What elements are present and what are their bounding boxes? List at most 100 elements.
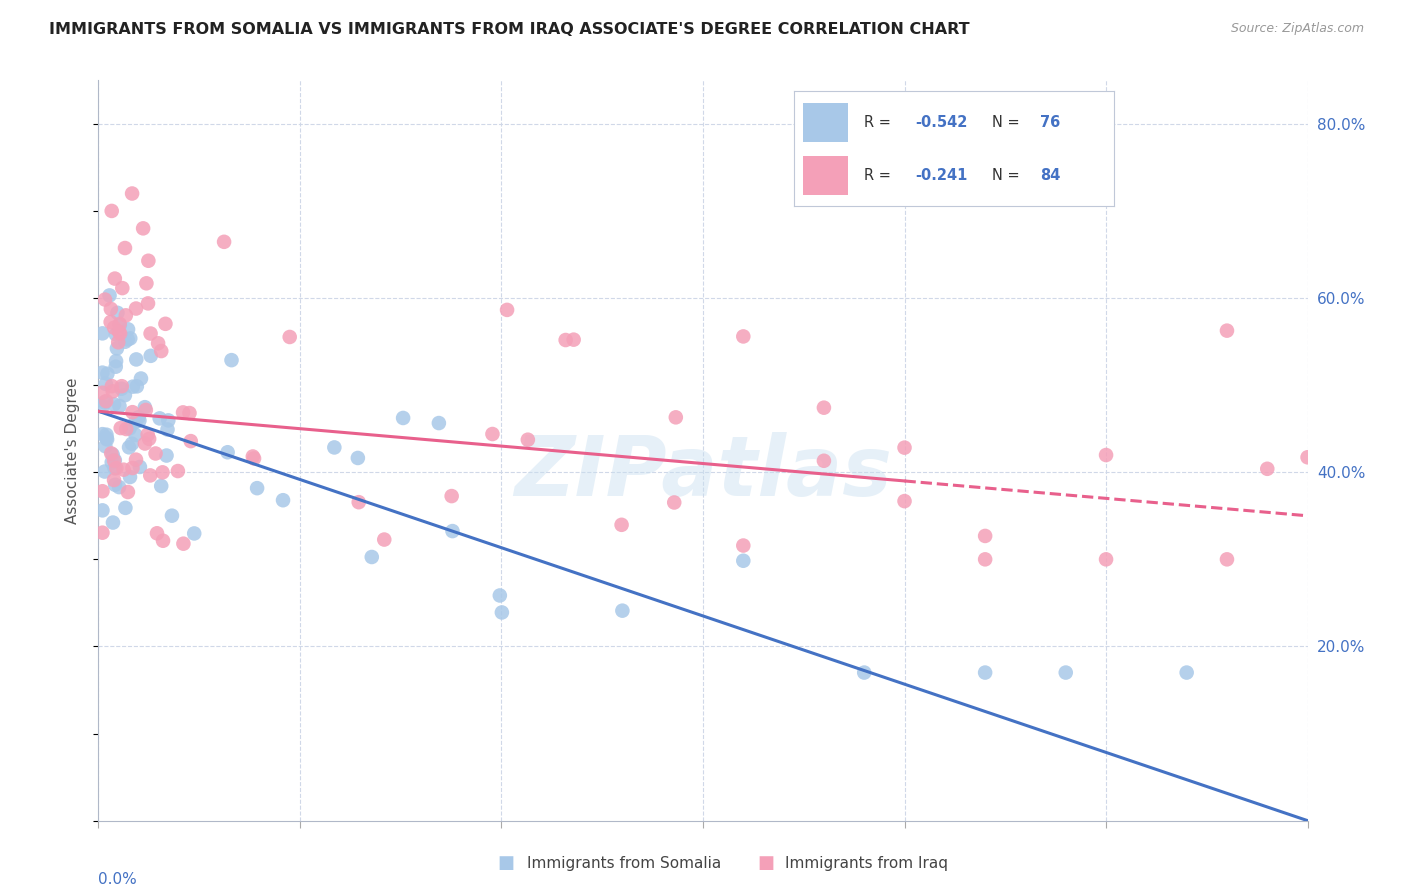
Point: [139, 326, 162, 341]
Point: [271, 493, 294, 508]
Point: [96, 427, 118, 442]
Point: [108, 399, 131, 413]
Point: [105, 461, 128, 475]
Point: [152, 533, 174, 548]
Point: [149, 411, 172, 425]
Point: [360, 549, 382, 564]
Point: [93, 465, 115, 479]
Point: [98, 288, 121, 302]
Point: [108, 325, 131, 339]
Text: 0.0%: 0.0%: [98, 872, 138, 888]
Point: [488, 589, 510, 603]
Point: [91, 525, 114, 540]
Point: [108, 318, 131, 333]
Point: [1095, 552, 1118, 566]
Point: [155, 317, 177, 331]
Point: [180, 434, 202, 449]
Point: [104, 327, 127, 342]
Point: [104, 477, 127, 491]
Point: [665, 410, 688, 425]
Point: [120, 331, 142, 345]
Point: [115, 309, 138, 323]
Point: [103, 397, 125, 411]
Point: [100, 301, 122, 316]
Point: [150, 344, 173, 359]
Point: [242, 450, 264, 464]
Point: [1175, 665, 1198, 680]
Point: [138, 432, 160, 446]
Point: [212, 235, 235, 249]
Point: [101, 379, 124, 393]
Point: [853, 665, 876, 680]
Point: [91, 427, 114, 442]
Point: [114, 388, 136, 402]
Point: [125, 301, 148, 316]
Point: [152, 466, 174, 480]
Point: [111, 379, 134, 393]
Point: [128, 410, 150, 425]
Point: [145, 446, 167, 460]
Y-axis label: Associate's Degree: Associate's Degree: [65, 377, 80, 524]
Point: [441, 524, 464, 538]
Point: [733, 329, 755, 343]
Point: [136, 427, 159, 442]
Point: [91, 366, 114, 380]
Point: [96, 431, 118, 445]
Point: [491, 606, 513, 620]
Point: [146, 336, 169, 351]
Point: [664, 495, 686, 509]
Point: [100, 315, 122, 329]
Point: [612, 604, 634, 618]
Point: [373, 533, 395, 547]
Point: [104, 359, 127, 374]
Point: [156, 422, 179, 436]
Point: [138, 253, 160, 268]
Text: ZIPatlas: ZIPatlas: [515, 432, 891, 513]
Text: ■: ■: [498, 855, 515, 872]
Point: [217, 445, 239, 459]
Point: [221, 353, 243, 368]
Point: [104, 453, 127, 467]
Point: [121, 436, 143, 450]
Point: [1216, 324, 1239, 338]
Point: [100, 446, 122, 460]
Point: [160, 508, 183, 523]
Point: [139, 468, 162, 483]
Point: [91, 484, 114, 499]
Point: [110, 382, 132, 396]
Point: [103, 320, 125, 334]
Point: [114, 241, 136, 255]
Point: [610, 517, 633, 532]
Point: [125, 352, 148, 367]
Point: [157, 413, 180, 427]
Point: [114, 334, 136, 349]
Point: [121, 405, 143, 419]
Point: [105, 342, 128, 356]
Point: [121, 186, 143, 201]
Point: [323, 441, 346, 455]
Point: [93, 395, 115, 409]
Point: [135, 277, 157, 291]
Point: [733, 539, 755, 553]
Point: [347, 450, 370, 465]
Point: [114, 500, 136, 515]
Point: [974, 552, 997, 566]
Point: [813, 401, 835, 415]
Point: [108, 317, 131, 331]
Point: [100, 455, 122, 469]
Point: [125, 452, 148, 467]
Point: [1256, 462, 1278, 476]
Point: [100, 203, 122, 218]
Point: [974, 665, 997, 680]
Point: [1216, 552, 1239, 566]
Point: [104, 271, 127, 285]
Point: [103, 473, 125, 487]
Point: [135, 403, 157, 417]
Point: [150, 479, 173, 493]
Point: [94, 376, 117, 391]
Point: [96, 367, 118, 381]
Text: Source: ZipAtlas.com: Source: ZipAtlas.com: [1230, 22, 1364, 36]
Point: [481, 427, 503, 442]
Point: [179, 406, 201, 420]
Text: ■: ■: [758, 855, 775, 872]
